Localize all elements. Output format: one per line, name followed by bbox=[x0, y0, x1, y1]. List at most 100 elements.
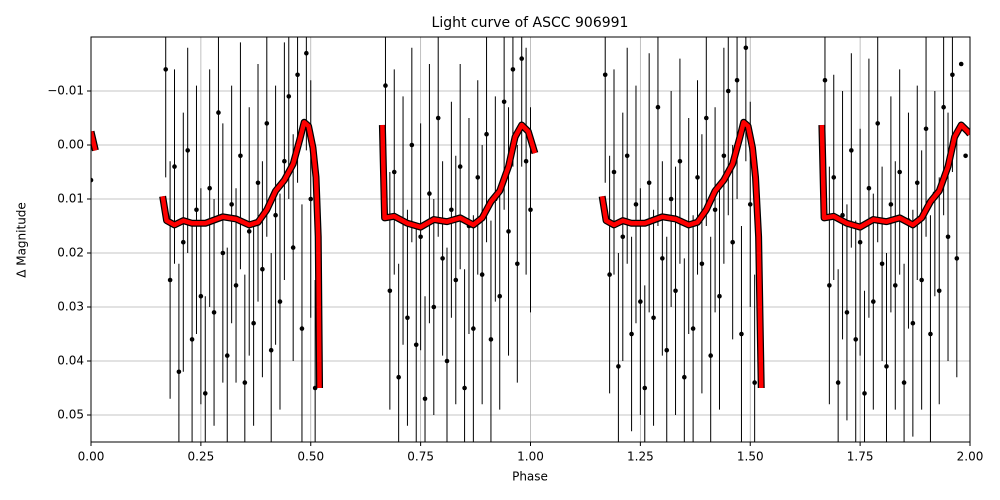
data-point bbox=[506, 229, 511, 234]
data-point bbox=[835, 380, 841, 385]
data-point bbox=[515, 261, 520, 267]
plot-frame bbox=[90, 36, 971, 443]
data-point bbox=[220, 250, 226, 256]
data-point bbox=[176, 369, 182, 375]
data-point bbox=[449, 207, 454, 213]
data-point bbox=[180, 239, 186, 245]
x-tick-label: 1.00 bbox=[517, 450, 544, 464]
data-point bbox=[941, 104, 946, 110]
data-point bbox=[664, 347, 670, 353]
data-point bbox=[721, 153, 727, 159]
data-point bbox=[286, 94, 292, 99]
data-point bbox=[207, 185, 212, 191]
data-point bbox=[928, 331, 933, 337]
data-point bbox=[277, 299, 283, 304]
y-tick-label: 0.05 bbox=[57, 408, 84, 422]
data-point bbox=[264, 121, 270, 126]
data-point bbox=[251, 320, 256, 326]
data-point bbox=[167, 277, 173, 283]
y-tick-label: 0.01 bbox=[57, 192, 84, 206]
data-point bbox=[304, 50, 309, 56]
data-point bbox=[642, 385, 648, 391]
data-point bbox=[677, 158, 683, 164]
data-point bbox=[910, 320, 916, 326]
data-point bbox=[229, 202, 234, 207]
data-point bbox=[616, 364, 621, 369]
data-point bbox=[242, 380, 248, 385]
data-point bbox=[282, 158, 287, 164]
data-point bbox=[725, 88, 731, 94]
data-point bbox=[827, 283, 832, 288]
data-point bbox=[638, 299, 643, 304]
data-point bbox=[387, 288, 393, 294]
data-point bbox=[602, 72, 608, 78]
data-point bbox=[396, 374, 401, 380]
data-point bbox=[172, 164, 177, 169]
y-axis-label: Δ Magnitude bbox=[15, 202, 29, 278]
x-tick-label: 0.00 bbox=[78, 450, 105, 464]
data-point bbox=[202, 391, 208, 396]
data-point bbox=[963, 153, 968, 159]
data-point bbox=[216, 110, 221, 115]
data-point bbox=[682, 374, 687, 380]
x-tick-label: 2.00 bbox=[957, 450, 984, 464]
data-point bbox=[607, 272, 612, 277]
data-point bbox=[497, 293, 503, 299]
data-point bbox=[523, 158, 529, 164]
data-point bbox=[752, 380, 757, 385]
data-point bbox=[413, 342, 419, 348]
data-point bbox=[409, 142, 415, 148]
data-point bbox=[897, 169, 902, 175]
plot-area bbox=[91, 37, 970, 442]
data-point bbox=[958, 61, 964, 67]
x-tick-label: 0.25 bbox=[188, 450, 215, 464]
data-point bbox=[528, 207, 533, 213]
data-point bbox=[198, 293, 204, 299]
data-point bbox=[708, 353, 713, 358]
data-point bbox=[734, 77, 740, 83]
data-point bbox=[695, 175, 700, 180]
data-point bbox=[936, 288, 942, 294]
data-point bbox=[655, 104, 661, 110]
data-point bbox=[163, 67, 169, 72]
data-point bbox=[646, 180, 652, 186]
data-point bbox=[224, 353, 230, 358]
data-point bbox=[611, 169, 617, 175]
x-axis-label: Phase bbox=[512, 470, 548, 484]
data-point bbox=[383, 83, 388, 88]
data-point bbox=[862, 391, 867, 396]
x-tick-label: 1.25 bbox=[627, 450, 654, 464]
x-tick-label: 0.50 bbox=[297, 450, 324, 464]
data-point bbox=[901, 380, 907, 385]
data-point bbox=[391, 169, 397, 175]
data-point bbox=[919, 277, 924, 283]
data-point bbox=[884, 364, 889, 369]
data-point bbox=[457, 164, 463, 169]
data-point bbox=[651, 315, 656, 321]
data-point bbox=[629, 331, 634, 337]
data-point bbox=[484, 131, 489, 137]
data-point bbox=[739, 331, 744, 337]
data-point bbox=[690, 326, 696, 331]
data-point bbox=[950, 72, 955, 78]
data-point bbox=[299, 326, 305, 331]
data-point bbox=[273, 212, 278, 218]
data-point bbox=[624, 153, 630, 159]
y-tick-label: 0.02 bbox=[57, 246, 84, 260]
data-point bbox=[475, 175, 481, 180]
data-point bbox=[673, 288, 678, 294]
data-point bbox=[660, 256, 665, 261]
data-point bbox=[308, 196, 314, 202]
data-point bbox=[255, 180, 261, 186]
data-point bbox=[712, 207, 718, 213]
data-point bbox=[211, 310, 217, 315]
y-tick-label: −0.01 bbox=[47, 84, 84, 98]
data-point bbox=[435, 115, 441, 121]
data-point bbox=[668, 196, 674, 202]
data-point bbox=[853, 337, 859, 342]
data-point bbox=[471, 326, 476, 331]
data-point bbox=[879, 261, 885, 267]
data-point bbox=[488, 337, 494, 342]
axes: 0.00 0.25 0.50 0.75 1.00 1.25 1.50 1.75 2.00 −0.0… bbox=[47, 84, 983, 464]
